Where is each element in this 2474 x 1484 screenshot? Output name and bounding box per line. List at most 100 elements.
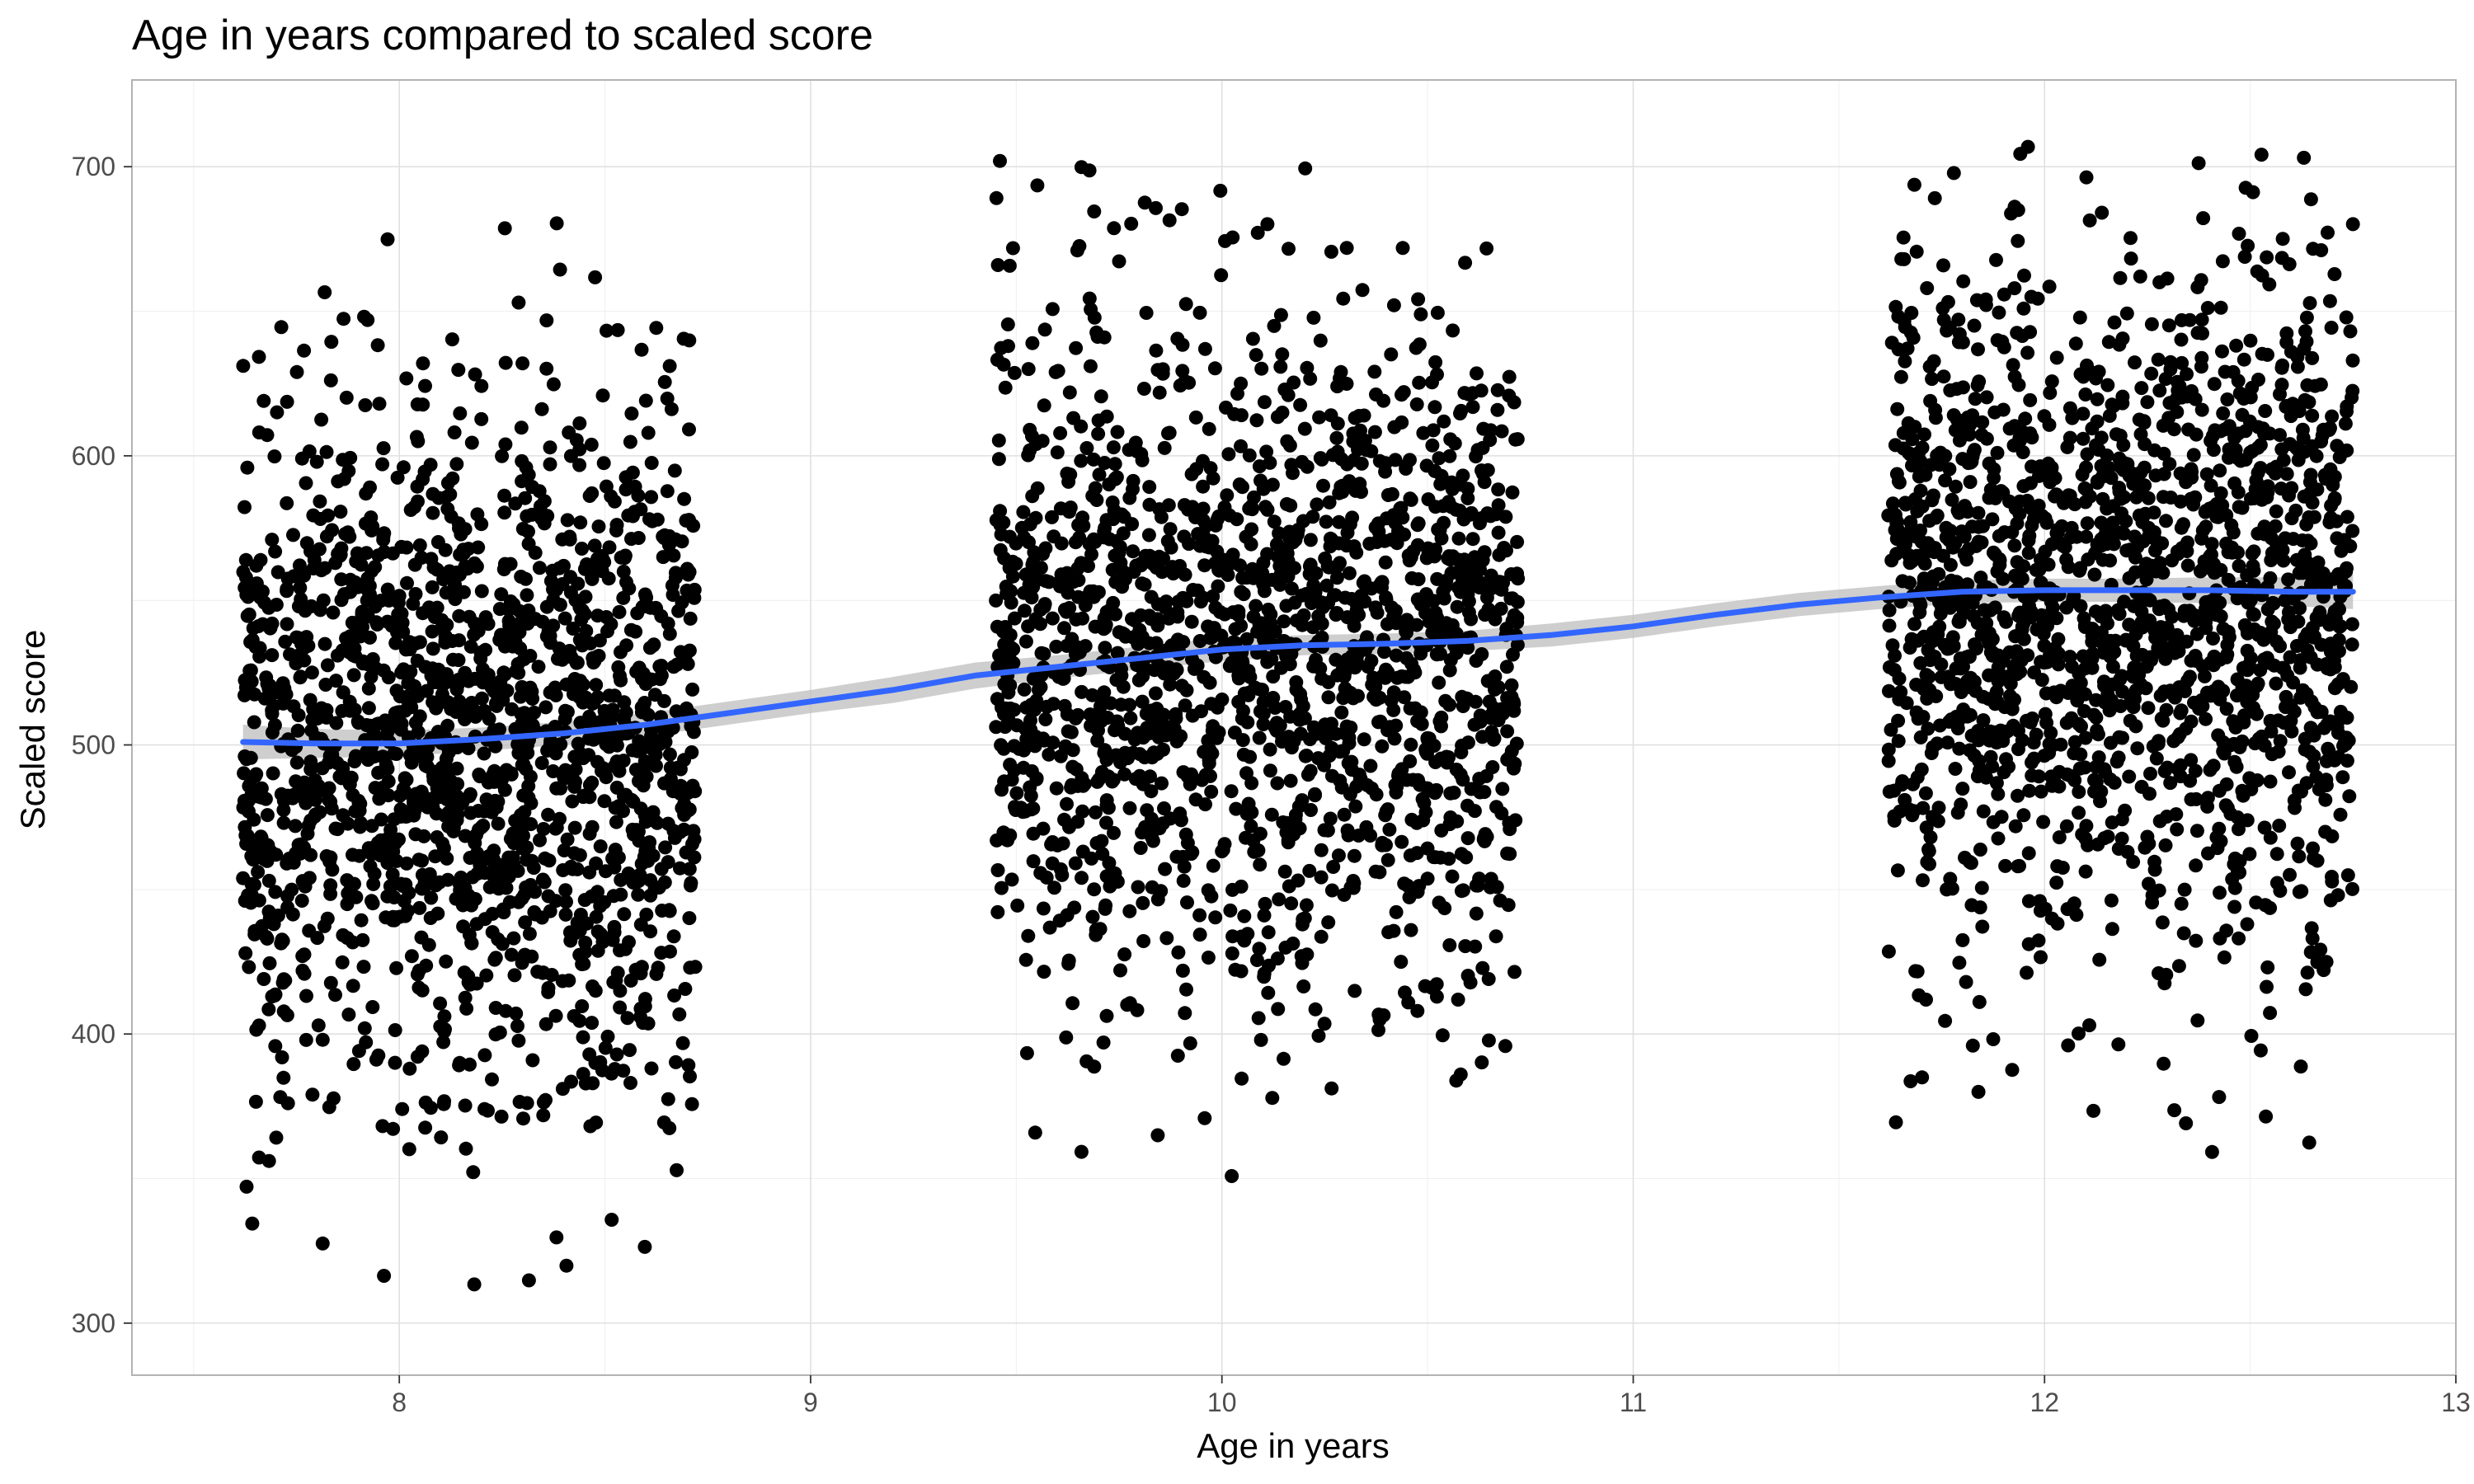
data-point <box>1164 638 1179 653</box>
data-point <box>1920 281 1935 295</box>
data-point <box>1102 477 1117 492</box>
data-point <box>2269 634 2284 649</box>
data-point <box>375 780 390 795</box>
data-point <box>1033 561 1048 575</box>
data-point <box>488 1027 503 1042</box>
data-point <box>1283 498 1298 513</box>
data-point <box>1117 767 1132 782</box>
data-point <box>2051 657 2066 672</box>
data-point <box>315 1236 330 1251</box>
data-point <box>280 889 294 904</box>
data-point <box>1178 297 1193 312</box>
data-point <box>1005 554 1020 569</box>
data-point <box>289 774 303 789</box>
data-point <box>363 630 377 645</box>
data-point <box>1086 452 1101 467</box>
data-point <box>2047 685 2062 700</box>
data-point <box>2330 514 2344 528</box>
data-point <box>610 322 625 337</box>
data-point <box>1150 612 1164 627</box>
data-point <box>2199 711 2213 726</box>
data-point <box>276 972 291 987</box>
data-point <box>1491 525 1506 540</box>
data-point <box>504 947 519 962</box>
data-point <box>618 482 633 497</box>
data-point <box>1275 347 1290 362</box>
data-point <box>1060 707 1075 721</box>
data-point <box>2012 858 2026 873</box>
data-point <box>1059 1030 1074 1045</box>
data-point <box>2293 1059 2308 1074</box>
data-point <box>671 603 686 618</box>
data-point <box>340 897 355 912</box>
data-point <box>1026 671 1041 686</box>
data-point <box>1375 835 1390 850</box>
data-point <box>1916 801 1931 815</box>
data-point <box>2187 651 2202 666</box>
data-point <box>1490 402 1505 417</box>
data-point <box>989 190 1004 205</box>
data-point <box>1881 754 1896 768</box>
data-point <box>1324 1081 1339 1096</box>
data-point <box>1494 702 1509 716</box>
data-point <box>1938 1013 1953 1028</box>
data-point <box>2325 829 2340 843</box>
data-point <box>1963 475 1978 490</box>
data-point <box>498 355 513 370</box>
data-point <box>323 373 338 387</box>
data-point <box>1375 739 1390 754</box>
data-point <box>1891 309 1906 324</box>
data-point <box>1271 1002 1286 1017</box>
data-point <box>1974 881 1989 895</box>
data-point <box>1432 714 1447 729</box>
data-point <box>1983 749 1998 764</box>
data-point <box>1062 505 1077 519</box>
data-point <box>415 1044 430 1059</box>
data-point <box>1915 1070 1930 1085</box>
data-point <box>1991 660 2006 674</box>
data-point <box>1439 749 1454 764</box>
data-point <box>557 611 572 626</box>
data-point <box>593 839 608 854</box>
data-point <box>2017 268 2031 283</box>
data-point <box>244 876 259 891</box>
data-point <box>2119 632 2133 647</box>
data-point <box>2204 478 2218 493</box>
data-point <box>1004 641 1018 655</box>
data-point <box>1089 493 1104 507</box>
data-point <box>1170 1049 1185 1063</box>
data-point <box>394 665 409 680</box>
data-point <box>328 821 343 836</box>
data-point <box>660 484 675 499</box>
data-point <box>1133 608 1148 622</box>
data-point <box>990 863 1005 877</box>
data-point <box>1272 718 1287 733</box>
data-point <box>1399 462 1413 476</box>
data-point <box>320 658 335 673</box>
data-point <box>1297 421 1312 436</box>
data-point <box>359 486 374 501</box>
data-point <box>1890 863 1905 878</box>
data-point <box>1253 1032 1268 1047</box>
data-point <box>520 588 534 603</box>
data-point <box>494 587 509 602</box>
data-point <box>2327 493 2342 508</box>
data-point <box>681 786 695 801</box>
data-point <box>518 491 533 505</box>
data-point <box>1028 730 1043 744</box>
data-point <box>623 1076 637 1090</box>
data-point <box>2189 627 2204 641</box>
data-point <box>1468 939 1483 954</box>
data-point <box>2094 784 2109 799</box>
data-point <box>280 900 295 915</box>
data-point <box>2246 559 2260 573</box>
data-point <box>2087 567 2102 582</box>
data-point <box>1981 634 1996 649</box>
data-point <box>436 1035 451 1050</box>
data-point <box>637 1239 652 1254</box>
data-point <box>397 894 412 909</box>
data-point <box>2113 270 2128 285</box>
data-point <box>1273 308 1288 322</box>
data-point <box>1507 965 1522 979</box>
data-point <box>1239 571 1254 585</box>
